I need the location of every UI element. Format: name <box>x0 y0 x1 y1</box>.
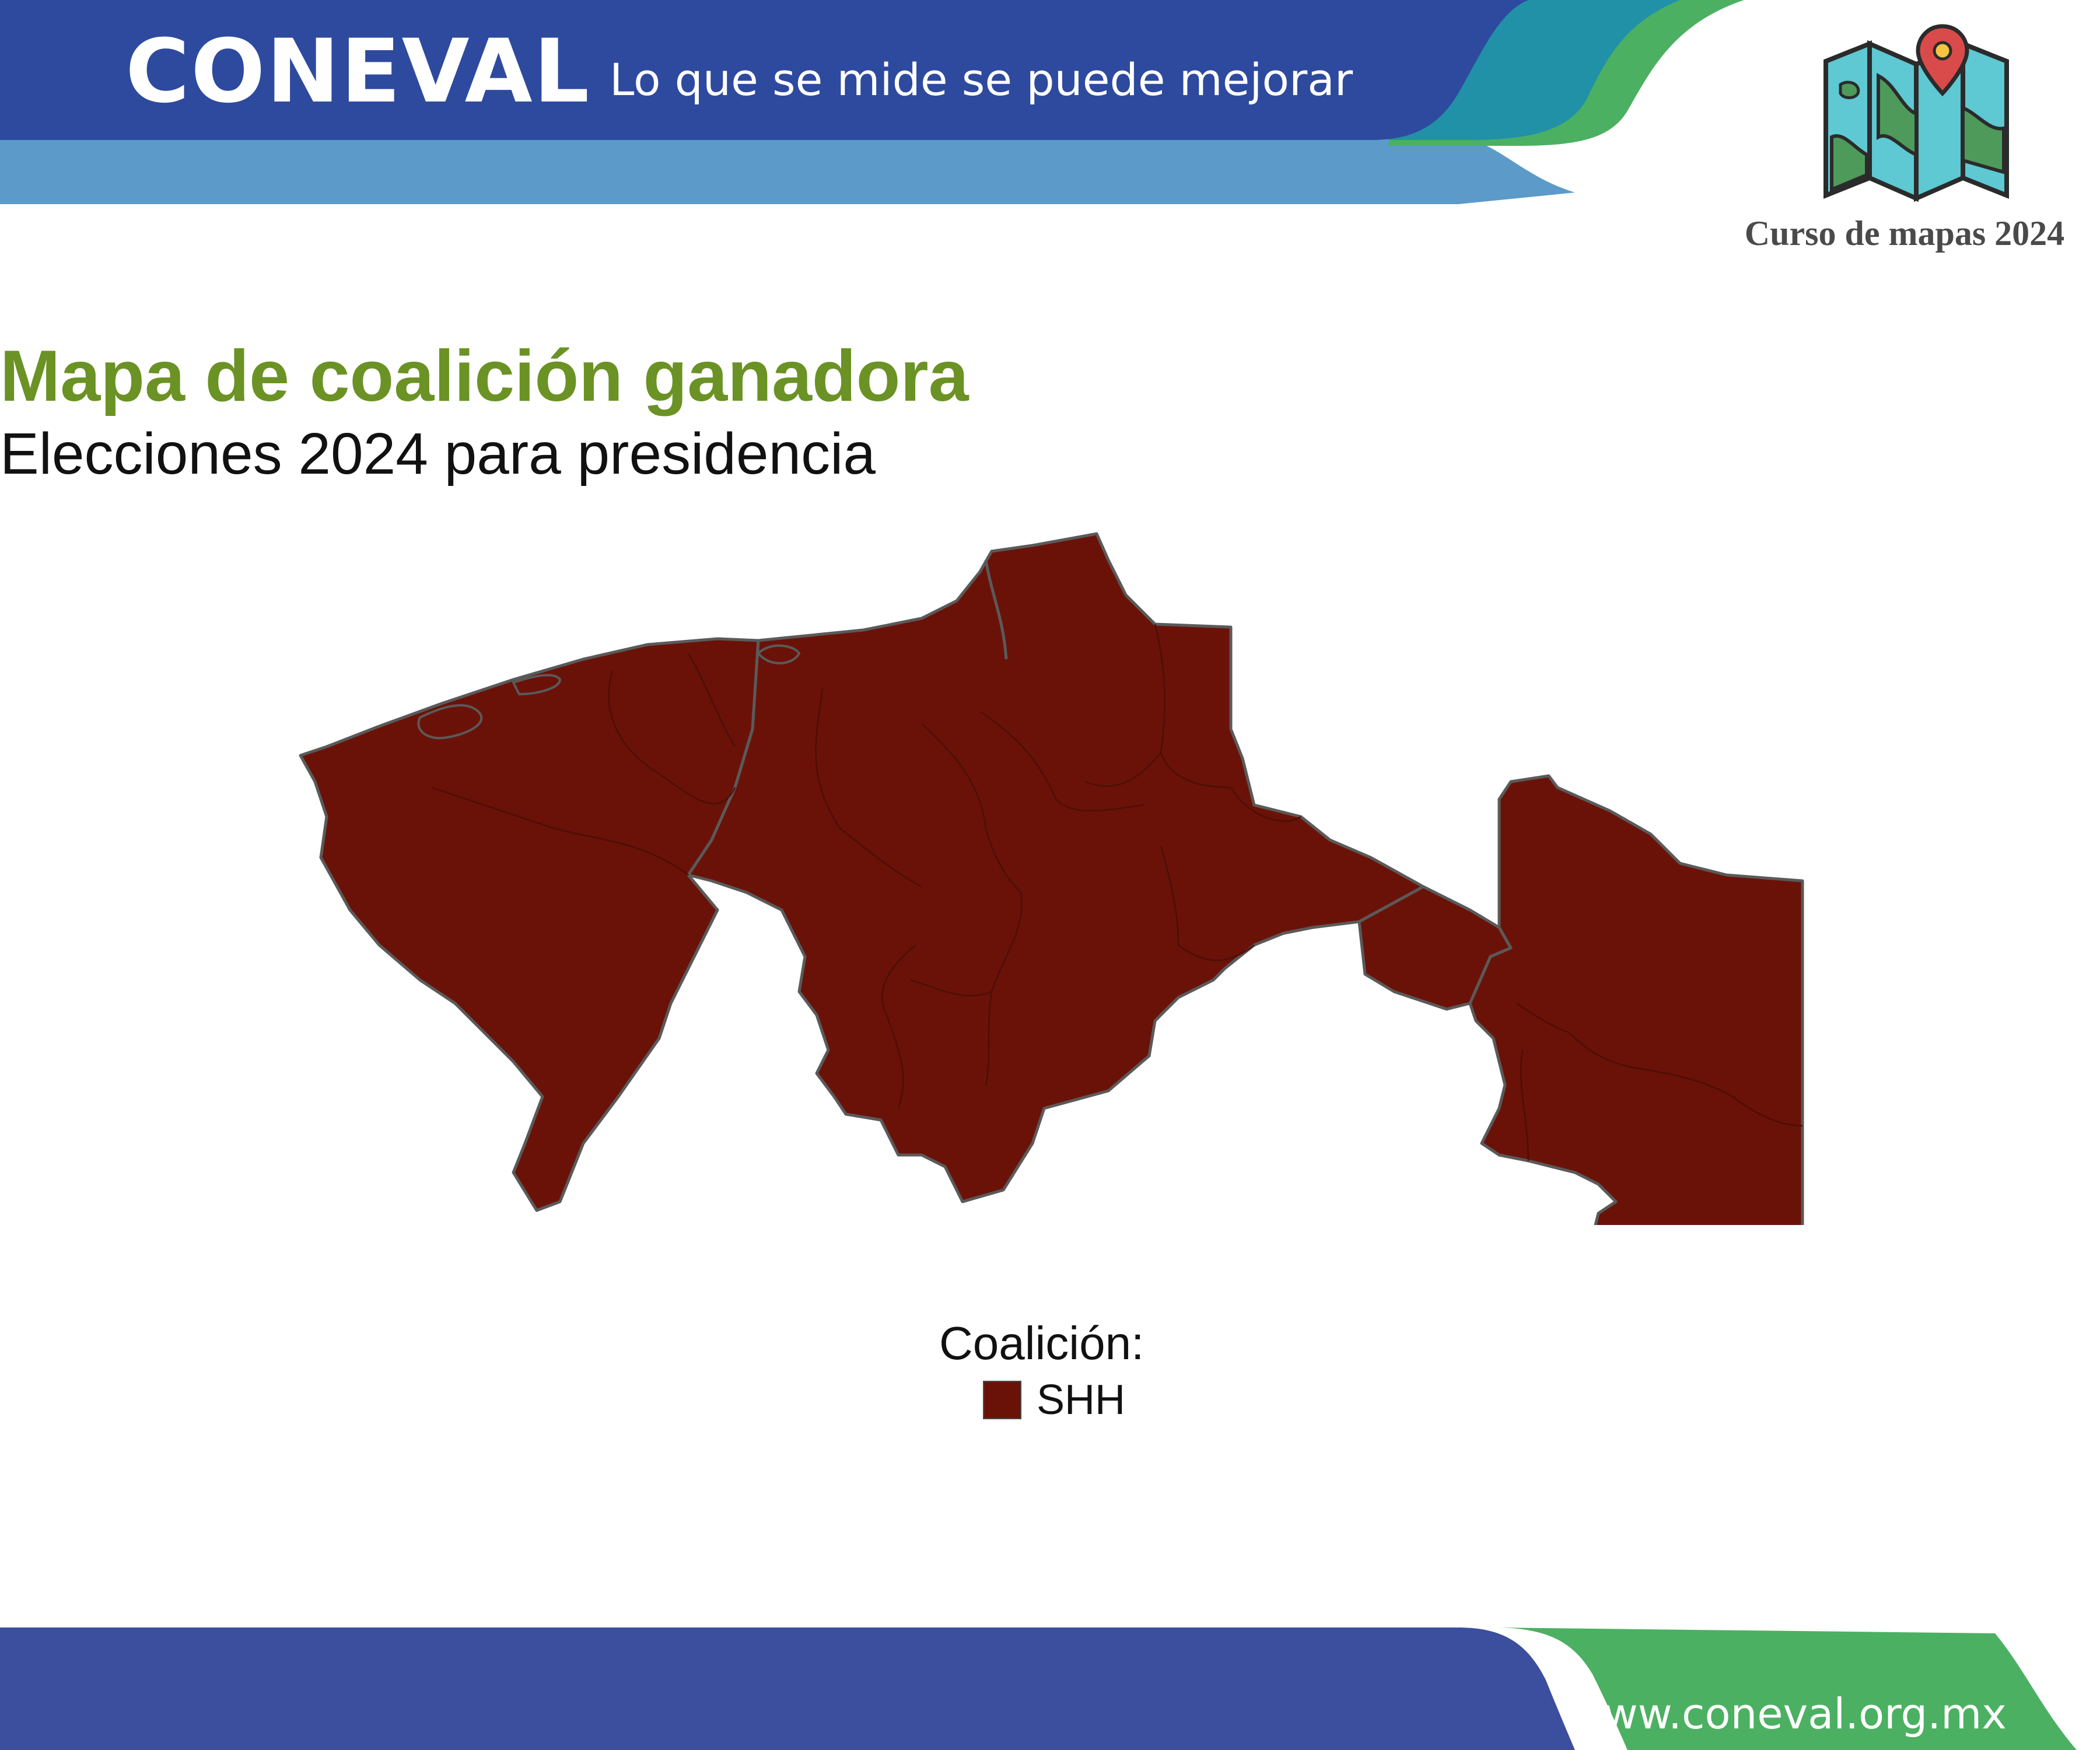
map-subtitle: Elecciones 2024 para presidencia <box>0 421 876 487</box>
header-banner <box>0 0 1744 204</box>
footer-green-wave <box>1493 1628 2077 1750</box>
map-river <box>984 559 1008 660</box>
header-blue-band <box>0 0 1528 140</box>
footer-blue-band <box>0 1628 1575 1750</box>
legend-swatch <box>983 1381 1021 1419</box>
header-slogan: Lo que se mide se puede mejorar <box>610 54 1353 106</box>
coneval-logo[interactable]: CONEVAL <box>125 21 591 123</box>
course-label: Curso de mapas 2024 <box>1744 214 2065 253</box>
header-light-blue-band <box>0 134 1575 204</box>
folded-map-with-pin-icon <box>1824 24 2009 202</box>
map-title: Mapa de coalición ganadora <box>0 336 969 416</box>
footer-url-link[interactable]: www.coneval.org.mx <box>1569 1689 2007 1738</box>
tabasco-municipal-map <box>299 532 1804 1225</box>
map-region-west[interactable] <box>299 637 760 1212</box>
footer-banner <box>0 1628 2077 1750</box>
legend-title: Coalición: <box>939 1317 1144 1369</box>
map-region-central[interactable] <box>687 532 1425 1203</box>
legend-label: SHH <box>1037 1377 1126 1423</box>
map-region-east[interactable] <box>1468 774 1804 1225</box>
